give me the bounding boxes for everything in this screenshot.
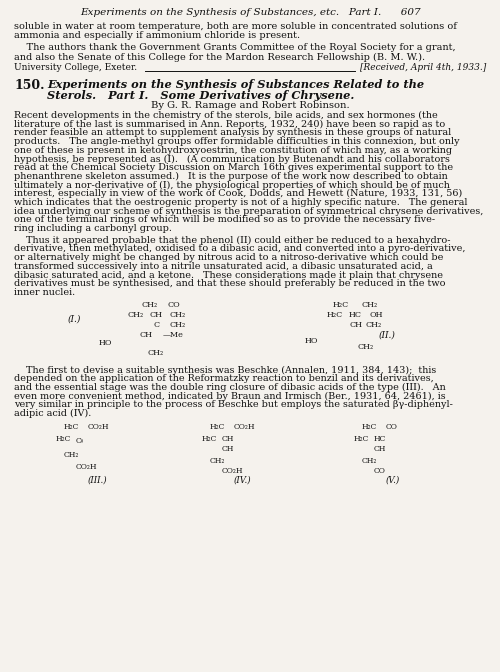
Text: Experiments on the Synthesis of Substances Related to the: Experiments on the Synthesis of Substanc… bbox=[47, 79, 424, 90]
Text: Recent developments in the chemistry of the sterols, bile acids, and sex hormone: Recent developments in the chemistry of … bbox=[14, 111, 438, 120]
Text: H₂C: H₂C bbox=[202, 435, 218, 443]
Text: CH: CH bbox=[222, 445, 234, 453]
Text: CH: CH bbox=[349, 321, 362, 329]
Text: CH₂: CH₂ bbox=[170, 321, 186, 329]
Text: University College, Exeter.: University College, Exeter. bbox=[14, 63, 137, 72]
Text: CO: CO bbox=[374, 467, 386, 475]
Text: H₂C: H₂C bbox=[210, 423, 226, 431]
Text: —Me: —Me bbox=[163, 331, 184, 339]
Text: soluble in water at room temperature, both are more soluble in concentrated solu: soluble in water at room temperature, bo… bbox=[14, 22, 457, 31]
Text: CO₂H: CO₂H bbox=[234, 423, 256, 431]
Text: CH₂: CH₂ bbox=[362, 457, 378, 465]
Text: ring including a carbonyl group.: ring including a carbonyl group. bbox=[14, 224, 172, 233]
Text: (I.): (I.) bbox=[68, 314, 82, 324]
Text: H₂C: H₂C bbox=[354, 435, 370, 443]
Text: products.   The angle-methyl groups offer formidable difficulties in this connex: products. The angle-methyl groups offer … bbox=[14, 137, 460, 146]
Text: CH₂: CH₂ bbox=[147, 349, 163, 357]
Text: HC: HC bbox=[374, 435, 386, 443]
Text: H₂C: H₂C bbox=[56, 435, 72, 443]
Text: phenanthrene skeleton assumed.)   It is the purpose of the work now described to: phenanthrene skeleton assumed.) It is th… bbox=[14, 172, 448, 181]
Text: adipic acid (IV).: adipic acid (IV). bbox=[14, 409, 91, 419]
Text: H₂C: H₂C bbox=[64, 423, 80, 431]
Text: render feasible an attempt to supplement analysis by synthesis in these groups o: render feasible an attempt to supplement… bbox=[14, 128, 451, 137]
Text: CO: CO bbox=[167, 300, 180, 308]
Text: HO: HO bbox=[305, 337, 318, 345]
Text: The authors thank the Government Grants Committee of the Royal Society for a gra: The authors thank the Government Grants … bbox=[14, 43, 456, 52]
Text: CO: CO bbox=[386, 423, 398, 431]
Text: Thus it appeared probable that the phenol (II) could either be reduced to a hexa: Thus it appeared probable that the pheno… bbox=[14, 236, 450, 245]
Text: dibasic saturated acid, and a ketone.   These considerations made it plain that : dibasic saturated acid, and a ketone. Th… bbox=[14, 271, 443, 280]
Text: idea underlying our scheme of synthesis is the preparation of symmetrical chryse: idea underlying our scheme of synthesis … bbox=[14, 207, 484, 216]
Text: C: C bbox=[76, 437, 82, 445]
Text: By G. R. Ramage and Robert Robinson.: By G. R. Ramage and Robert Robinson. bbox=[150, 101, 350, 110]
Text: CH₂: CH₂ bbox=[365, 321, 382, 329]
Text: ammonia and especially if ammonium chloride is present.: ammonia and especially if ammonium chlor… bbox=[14, 32, 300, 40]
Text: CH: CH bbox=[139, 331, 152, 339]
Text: derivative, then methylated, oxidised to a dibasic acid, and converted into a py: derivative, then methylated, oxidised to… bbox=[14, 245, 466, 253]
Text: CH₂: CH₂ bbox=[141, 300, 157, 308]
Text: CH₂: CH₂ bbox=[127, 310, 144, 319]
Text: and the essential stage was the double ring closure of dibasic acids of the type: and the essential stage was the double r… bbox=[14, 383, 446, 392]
Text: (III.): (III.) bbox=[88, 476, 108, 485]
Text: CH₂: CH₂ bbox=[64, 451, 80, 459]
Text: literature of the last is summarised in Ann. Reports, 1932, 240) have been so ra: literature of the last is summarised in … bbox=[14, 120, 446, 129]
Text: interest, especially in view of the work of Cook, Dodds, and Hewett (Nature, 193: interest, especially in view of the work… bbox=[14, 190, 462, 198]
Text: depended on the application of the Reformatzky reaction to benzil and its deriva: depended on the application of the Refor… bbox=[14, 374, 434, 384]
Text: very similar in principle to the process of Beschke but employs the saturated βγ: very similar in principle to the process… bbox=[14, 401, 453, 409]
Text: CO₂H: CO₂H bbox=[222, 467, 244, 475]
Text: one of the terminal rings of which will be modified so as to provide the necessa: one of the terminal rings of which will … bbox=[14, 216, 435, 224]
Text: C: C bbox=[153, 321, 159, 329]
Text: CH: CH bbox=[222, 435, 234, 443]
Text: Experiments on the Synthesis of Substances, etc.   Part I.      607: Experiments on the Synthesis of Substanc… bbox=[80, 8, 420, 17]
Text: [Received, April 4th, 1933.]: [Received, April 4th, 1933.] bbox=[360, 63, 486, 72]
Text: hypothesis, be represented as (I).   (A communication by Butenandt and his colla: hypothesis, be represented as (I). (A co… bbox=[14, 155, 450, 163]
Text: CH₂: CH₂ bbox=[361, 300, 378, 308]
Text: CH: CH bbox=[149, 310, 162, 319]
Text: CO₂H: CO₂H bbox=[88, 423, 110, 431]
Text: OH: OH bbox=[369, 310, 382, 319]
Text: CH₂: CH₂ bbox=[210, 457, 226, 465]
Text: inner nuclei.: inner nuclei. bbox=[14, 288, 75, 297]
Text: read at the Chemical Society Discussion on March 16th gives experimental support: read at the Chemical Society Discussion … bbox=[14, 163, 453, 172]
Text: H₂C: H₂C bbox=[327, 310, 343, 319]
Text: H₂C: H₂C bbox=[333, 300, 349, 308]
Text: and also the Senate of this College for the Mardon Research Fellowship (B. M. W.: and also the Senate of this College for … bbox=[14, 52, 425, 62]
Text: HO: HO bbox=[99, 339, 112, 347]
Text: (IV.): (IV.) bbox=[234, 476, 252, 485]
Text: one of these is present in ketohydroxyoestrin, the constitution of which may, as: one of these is present in ketohydroxyoe… bbox=[14, 146, 452, 155]
Text: H₂C: H₂C bbox=[362, 423, 378, 431]
Text: The first to devise a suitable synthesis was Beschke (Annalen, 1911, 384, 143); : The first to devise a suitable synthesis… bbox=[14, 366, 436, 375]
Text: which indicates that the oestrogenic property is not of a highly specific nature: which indicates that the oestrogenic pro… bbox=[14, 198, 468, 207]
Text: CH: CH bbox=[374, 445, 386, 453]
Text: 150.: 150. bbox=[14, 79, 44, 92]
Text: (II.): (II.) bbox=[379, 331, 396, 340]
Text: Sterols.   Part I.   Some Derivatives of Chrysene.: Sterols. Part I. Some Derivatives of Chr… bbox=[47, 90, 354, 101]
Text: even more convenient method, indicated by Braun and Irmisch (Ber., 1931, 64, 246: even more convenient method, indicated b… bbox=[14, 392, 446, 401]
Text: (V.): (V.) bbox=[386, 476, 400, 485]
Text: CO₂H: CO₂H bbox=[76, 463, 98, 471]
Text: ultimately a nor-derivative of (I), the physiological properties of which should: ultimately a nor-derivative of (I), the … bbox=[14, 181, 450, 190]
Text: HC: HC bbox=[349, 310, 362, 319]
Text: CH₂: CH₂ bbox=[170, 310, 186, 319]
Text: transformed successively into a nitrile unsaturated acid, a dibasic unsaturated : transformed successively into a nitrile … bbox=[14, 262, 433, 271]
Text: or alternatively might be changed by nitrous acid to a nitroso-derivative which : or alternatively might be changed by nit… bbox=[14, 253, 444, 262]
Text: CH₂: CH₂ bbox=[357, 343, 373, 351]
Text: derivatives must be synthesised, and that these should preferably be reduced in : derivatives must be synthesised, and tha… bbox=[14, 280, 446, 288]
